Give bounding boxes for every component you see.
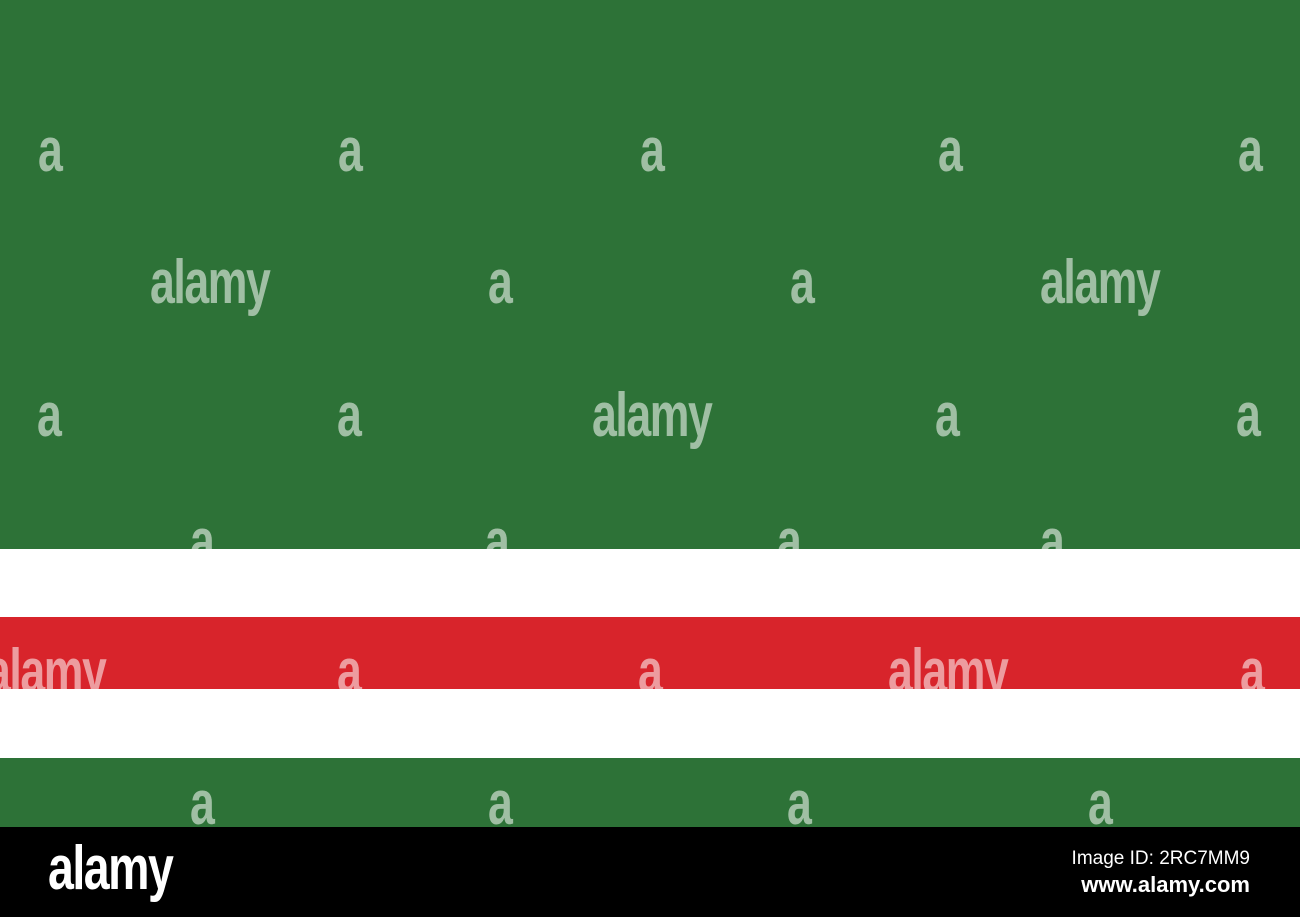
footer-meta: Image ID: 2RC7MM9 www.alamy.com: [1071, 848, 1250, 897]
white-stripe-upper: [0, 549, 1300, 617]
white-stripe-lower: [0, 689, 1300, 758]
green-stripe-bottom: [0, 758, 1300, 827]
image-id-text: Image ID: 2RC7MM9: [1071, 848, 1250, 869]
red-stripe: [0, 617, 1300, 689]
alamy-logo: alamy: [48, 834, 174, 903]
website-text: www.alamy.com: [1081, 871, 1250, 897]
footer-bar: alamy Image ID: 2RC7MM9 www.alamy.com: [0, 827, 1300, 917]
green-field: [0, 0, 1300, 549]
